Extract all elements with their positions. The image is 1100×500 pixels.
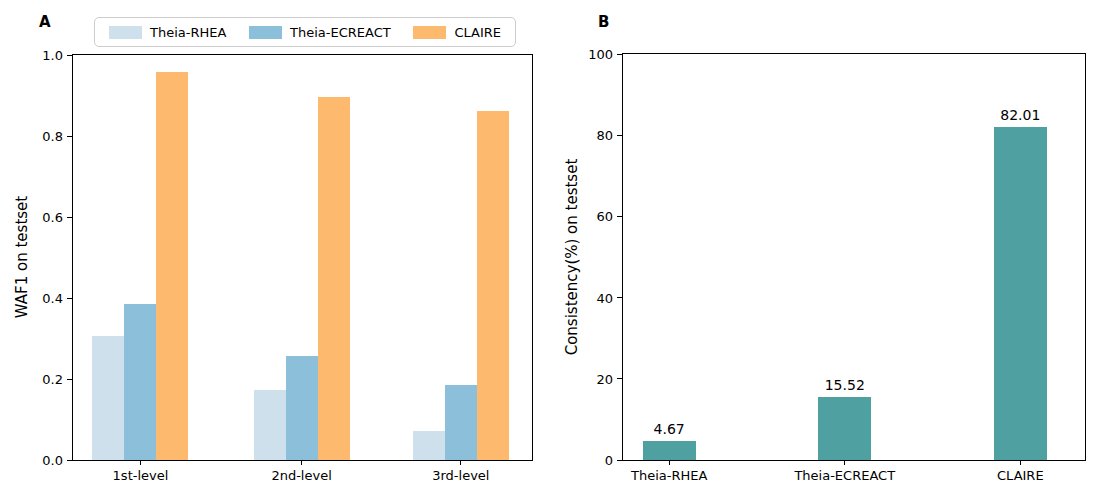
bar-claire <box>156 72 188 460</box>
x-tick-mark <box>301 460 302 465</box>
y-tick-mark <box>67 136 72 137</box>
legend-label-claire: CLAIRE <box>454 25 501 40</box>
bar-value-label: 82.01 <box>1000 107 1040 123</box>
bar-theia-rhea <box>92 336 124 460</box>
x-tick-label: 3rd-level <box>432 468 489 483</box>
x-tick-label: Theia-ECREACT <box>794 468 895 483</box>
y-tick-label: 0 <box>605 453 613 468</box>
legend-label-theia-ecreact: Theia-ECREACT <box>290 25 391 40</box>
y-tick-label: 60 <box>596 209 613 224</box>
legend-entry-theia-rhea: Theia-RHEA <box>109 25 226 40</box>
x-tick-mark <box>844 460 845 465</box>
bar-consistency <box>818 397 871 460</box>
bar-theia-ecreact <box>445 385 477 460</box>
y-tick-label: 1.0 <box>42 48 63 63</box>
legend-label-theia-rhea: Theia-RHEA <box>150 25 226 40</box>
legend-swatch-theia-ecreact <box>249 26 282 39</box>
x-tick-mark <box>1020 460 1021 465</box>
legend-swatch-claire <box>413 26 446 39</box>
x-tick-label: Theia-RHEA <box>631 468 707 483</box>
bar-claire <box>477 111 509 460</box>
y-tick-mark <box>617 216 622 217</box>
x-tick-mark <box>460 460 461 465</box>
panel-label-a: A <box>39 13 51 31</box>
bar-value-label: 15.52 <box>825 377 865 393</box>
y-tick-label: 0.6 <box>42 210 63 225</box>
bar-value-label: 4.67 <box>654 421 685 437</box>
plot-area-b: 020406080100Theia-RHEA4.67Theia-ECREACT1… <box>622 53 1086 461</box>
y-tick-mark <box>67 298 72 299</box>
figure: A Theia-RHEA Theia-ECREACT CLAIRE WAF1 o… <box>0 0 1100 500</box>
y-axis-label-waf1: WAF1 on testset <box>13 196 31 318</box>
y-tick-mark <box>67 379 72 380</box>
y-tick-label: 0.2 <box>42 372 63 387</box>
legend-entry-claire: CLAIRE <box>413 25 501 40</box>
plot-area-a: 0.00.20.40.60.81.01st-level2nd-level3rd-… <box>72 54 533 461</box>
y-tick-mark <box>67 55 72 56</box>
y-axis-label-consistency: Consistency(%) on testset <box>563 159 581 356</box>
y-tick-mark <box>617 460 622 461</box>
y-tick-mark <box>67 460 72 461</box>
y-tick-mark <box>617 135 622 136</box>
y-tick-label: 0.8 <box>42 129 63 144</box>
y-tick-label: 100 <box>588 47 613 62</box>
legend-entry-theia-ecreact: Theia-ECREACT <box>249 25 391 40</box>
y-tick-label: 80 <box>596 128 613 143</box>
y-tick-mark <box>617 297 622 298</box>
y-tick-label: 20 <box>596 371 613 386</box>
x-tick-label: 2nd-level <box>271 468 331 483</box>
y-tick-mark <box>617 378 622 379</box>
x-tick-label: CLAIRE <box>997 468 1044 483</box>
bar-theia-rhea <box>413 431 445 460</box>
bar-consistency <box>643 441 696 460</box>
bar-consistency <box>994 127 1047 460</box>
x-tick-mark <box>669 460 670 465</box>
bar-theia-rhea <box>254 390 286 460</box>
legend: Theia-RHEA Theia-ECREACT CLAIRE <box>94 17 516 47</box>
y-tick-label: 0.4 <box>42 291 63 306</box>
bar-claire <box>318 97 350 460</box>
bar-theia-ecreact <box>286 356 318 460</box>
y-tick-label: 0.0 <box>42 453 63 468</box>
legend-swatch-theia-rhea <box>109 26 142 39</box>
x-tick-mark <box>140 460 141 465</box>
bar-theia-ecreact <box>124 304 156 460</box>
panel-label-b: B <box>598 13 609 31</box>
y-tick-label: 40 <box>596 290 613 305</box>
x-tick-label: 1st-level <box>113 468 169 483</box>
y-tick-mark <box>67 217 72 218</box>
y-tick-mark <box>617 54 622 55</box>
